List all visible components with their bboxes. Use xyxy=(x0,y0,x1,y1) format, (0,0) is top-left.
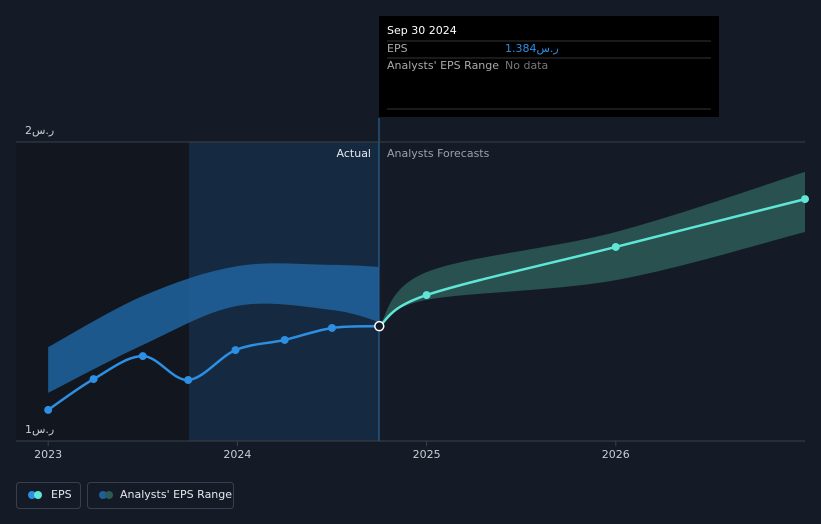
legend-swatch xyxy=(105,491,113,499)
eps-point xyxy=(184,376,193,385)
legend-item[interactable] xyxy=(87,482,234,509)
eps-point xyxy=(138,352,147,361)
y-tick-label: 1ر.س xyxy=(25,423,54,436)
eps-point xyxy=(422,291,431,300)
range-band xyxy=(379,171,805,327)
x-tick-label: 2024 xyxy=(223,448,251,461)
eps-point xyxy=(231,346,240,355)
tooltip-eps-label: EPS xyxy=(387,42,408,55)
tooltip-box xyxy=(379,16,719,117)
eps-line xyxy=(47,324,380,411)
legend-swatch xyxy=(28,491,36,499)
legend-swatch xyxy=(99,491,107,499)
tooltip-date: Sep 30 2024 xyxy=(387,24,457,37)
legend-label: EPS xyxy=(51,488,72,501)
legend: EPS Analysts' EPS Range xyxy=(16,482,234,509)
eps-point xyxy=(611,242,620,251)
eps-point xyxy=(801,195,809,204)
eps-point xyxy=(280,335,289,344)
y-tick-label: 2ر.س xyxy=(25,124,54,137)
legend-swatch xyxy=(34,491,42,499)
x-tick-label: 2025 xyxy=(413,448,441,461)
hover-point xyxy=(374,320,385,332)
eps-point xyxy=(89,375,98,384)
legend-label: Analysts' EPS Range xyxy=(120,488,232,501)
actual-label: Actual xyxy=(337,147,371,160)
range-band xyxy=(48,263,380,393)
eps-line xyxy=(378,197,806,328)
tooltip-range-label: Analysts' EPS Range xyxy=(387,59,499,72)
tooltip-eps-value: 1.384ر.س xyxy=(505,42,559,55)
x-tick-label: 2023 xyxy=(34,448,62,461)
forecast-label: Analysts Forecasts xyxy=(387,147,490,160)
x-tick-label: 2026 xyxy=(602,448,630,461)
plot: 1ر.س 2ر.س 2023 2024 2025 2026 xyxy=(16,124,809,461)
eps-point xyxy=(44,405,53,414)
eps-point xyxy=(327,323,336,332)
legend-item[interactable] xyxy=(16,482,81,509)
tooltip: Sep 30 2024 EPS 1.384ر.س Analysts' EPS R… xyxy=(379,16,719,117)
tooltip-range-value: No data xyxy=(505,59,548,72)
